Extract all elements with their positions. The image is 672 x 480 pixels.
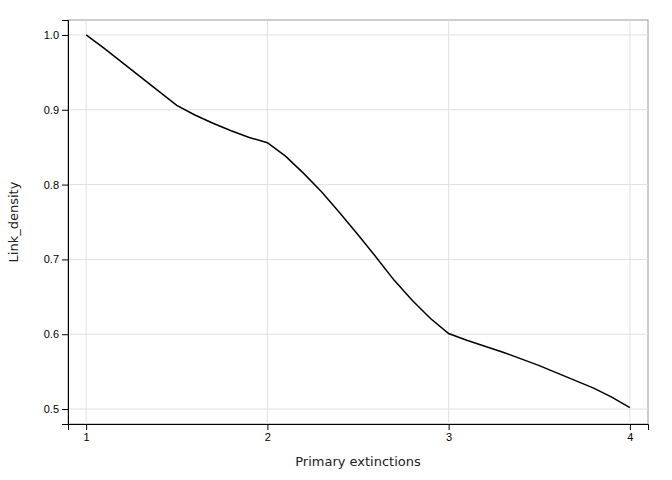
- marks: [86, 35, 630, 408]
- line: [86, 35, 630, 408]
- tick-label: 0.8: [44, 179, 59, 191]
- tick: 0.7: [44, 253, 68, 265]
- tick-mark: [62, 409, 68, 410]
- tick-mark: [62, 259, 68, 260]
- plot-frame: [68, 20, 648, 424]
- plot: 1 2 3 4 0.5 0.6 0.7 0.8 0.9 1.0 Primary extinction…: [6, 20, 649, 469]
- grid-line: [68, 34, 648, 35]
- tick-label: 0.9: [44, 104, 59, 116]
- chart: 1 2 3 4 0.5 0.6 0.7 0.8 0.9 1.0 Primary extinction…: [0, 0, 672, 480]
- tick: 0.9: [44, 104, 68, 116]
- tick-mark: [62, 35, 68, 36]
- tick-label: 2: [265, 431, 271, 443]
- grid: [68, 20, 648, 424]
- x-axis-title: Primary extinctions: [295, 454, 421, 469]
- tick-label: 0.7: [44, 253, 59, 265]
- tick: 1.0: [44, 29, 68, 41]
- y-axis-title: Link_density: [6, 181, 21, 262]
- tick: 2: [265, 424, 271, 443]
- grid-line: [68, 334, 648, 335]
- tick-label: 0.6: [44, 328, 59, 340]
- tick-mark: [630, 424, 631, 430]
- grid-line: [86, 20, 87, 424]
- grid-line: [68, 109, 648, 110]
- tick: 0.8: [44, 179, 68, 191]
- tick-mark: [449, 424, 450, 430]
- tick-label: 1: [84, 431, 90, 443]
- tick-mark: [62, 110, 68, 111]
- x-axis: 1 2 3 4: [69, 424, 649, 443]
- tick-mark: [86, 424, 87, 430]
- tick-label: 3: [446, 431, 452, 443]
- tick: 3: [446, 424, 452, 443]
- grid-line: [267, 20, 268, 424]
- y-axis: 0.5 0.6 0.7 0.8 0.9 1.0: [44, 21, 69, 425]
- tick-label: 4: [627, 431, 633, 443]
- grid-line: [68, 409, 648, 410]
- grid-line: [68, 184, 648, 185]
- grid-line: [68, 259, 648, 260]
- axis-line: [62, 21, 69, 425]
- tick-mark: [62, 334, 68, 335]
- grid-line: [448, 20, 449, 424]
- tick: 4: [627, 424, 633, 443]
- tick: 0.5: [44, 403, 68, 415]
- tick: 0.6: [44, 328, 68, 340]
- tick: 1: [84, 424, 90, 443]
- grid-line: [629, 20, 630, 424]
- axis-line: [69, 425, 649, 431]
- tick-mark: [62, 185, 68, 186]
- tick-label: 1.0: [44, 29, 59, 41]
- tick-label: 0.5: [44, 403, 59, 415]
- tick-mark: [267, 424, 268, 430]
